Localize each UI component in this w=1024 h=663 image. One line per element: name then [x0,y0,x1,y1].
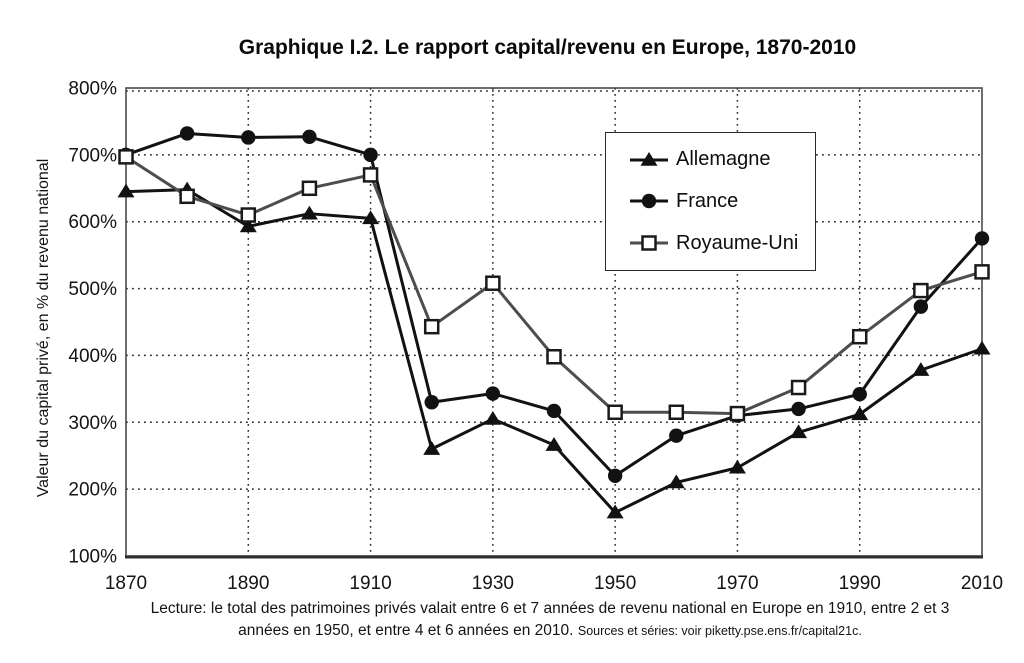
x-tick-label: 1970 [716,573,758,594]
footnote-sources: Sources et séries: voir piketty.pse.ens.… [577,624,862,638]
square-marker [362,167,379,183]
x-tick-label: 1870 [105,573,147,594]
royaume-uni-square-icon [630,235,668,251]
series-france [118,126,990,483]
x-tick-label: 1910 [349,573,391,594]
footnote-line-2: années en 1950, et entre 4 et 6 années e… [70,620,1024,642]
square-marker [790,379,807,396]
y-tick-label: 400% [68,346,117,367]
y-tick-label: 200% [68,480,117,501]
series-line-royaume-uni [125,155,983,416]
circle-marker [913,299,929,314]
triangle-marker [667,474,685,489]
circle-marker [241,130,256,145]
series-line-france [125,131,984,478]
triangle-marker [362,210,380,225]
x-tick-label: 2010 [961,573,1003,594]
circle-marker [974,231,990,246]
triangle-marker [790,424,808,439]
circle-marker [791,401,806,417]
legend-item-royaume-uni: Royaume-Uni [630,232,815,255]
triangle-marker [484,410,502,425]
triangle-marker [640,151,658,166]
triangle-marker [117,183,135,198]
circle-marker [641,194,657,209]
legend-label-allemagne: Allemagne [676,148,771,171]
y-tick-label: 300% [68,413,117,434]
square-marker [668,404,685,421]
circle-marker [363,147,378,163]
circle-marker [485,386,501,401]
square-marker [179,188,195,205]
y-tick-label: 700% [68,145,117,166]
triangle-marker [851,406,869,421]
y-tick-label: 600% [68,212,117,233]
triangle-marker [606,504,624,519]
chart-title: Graphique I.2. Le rapport capital/revenu… [238,36,857,59]
x-tick-label: 1930 [472,573,514,594]
y-tick-label: 500% [68,279,117,300]
legend-item-allemagne: Allemagne [630,148,815,171]
circle-marker [852,387,867,402]
circle-marker [607,468,623,483]
square-marker [607,404,623,421]
triangle-marker [239,218,257,233]
square-marker [423,318,440,335]
triangle-marker [912,362,930,376]
square-marker [851,328,868,345]
triangle-marker [423,441,441,455]
square-marker [240,207,257,223]
triangle-marker [973,340,991,355]
x-tick-label: 1990 [839,573,881,594]
x-tick-label: 1950 [594,573,636,594]
legend: Allemagne France Royaume-Uni [605,132,816,271]
legend-label-royaume-uni: Royaume-Uni [676,231,799,254]
plot-frame [125,87,983,557]
square-marker [974,264,990,280]
footnote-line-2-main: années en 1950, et entre 4 et 6 années e… [238,622,574,639]
circle-marker [424,395,439,410]
footnote: Lecture: le total des patrimoines privés… [70,598,1024,642]
y-tick-label: 800% [68,79,117,100]
series-royaume-uni [118,149,990,422]
square-marker [546,349,562,365]
triangle-marker [728,459,746,474]
square-marker [485,275,501,291]
square-marker [301,180,318,197]
y-tick-label: 100% [68,547,117,568]
triangle-marker [300,205,318,220]
square-marker [729,405,746,422]
square-marker [913,282,929,299]
circle-marker [302,129,317,145]
allemagne-triangle-icon [630,151,668,166]
square-marker [641,235,657,251]
triangle-marker [545,437,563,451]
legend-item-france: France [630,190,815,213]
circle-marker [546,403,562,419]
footnote-line-1: Lecture: le total des patrimoines privés… [150,600,950,617]
square-marker [118,149,134,165]
legend-label-france: France [676,189,739,212]
x-tick-label: 1890 [227,573,269,594]
france-circle-icon [630,194,668,209]
circle-marker [669,428,684,443]
circle-marker [179,126,195,141]
